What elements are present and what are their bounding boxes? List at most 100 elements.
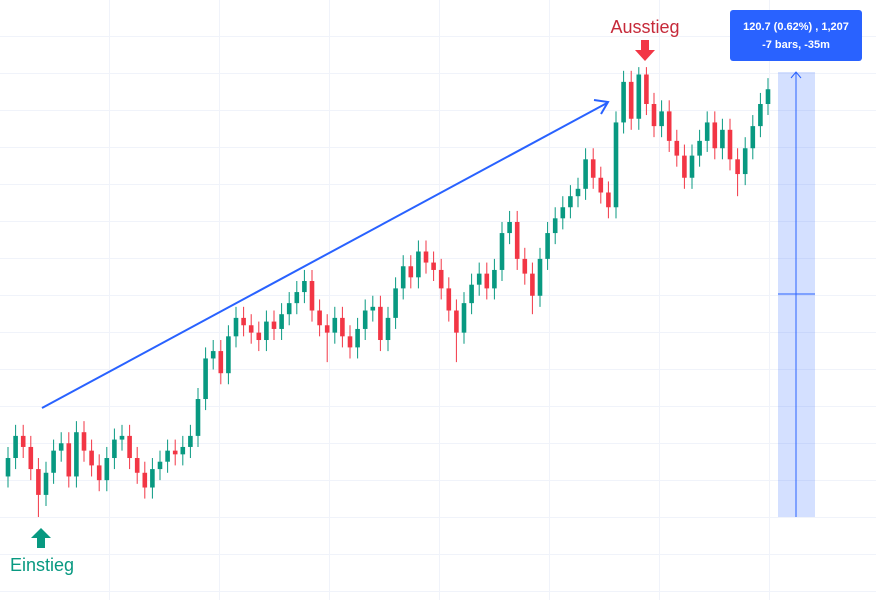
- candle-body: [408, 266, 414, 278]
- candle-body: [514, 222, 520, 259]
- entry-label: Einstieg: [10, 555, 74, 575]
- candle-body: [127, 435, 132, 459]
- candle-body: [659, 111, 664, 127]
- candle-body: [119, 435, 125, 440]
- candle-body: [157, 461, 163, 470]
- measure-arrow: [790, 71, 802, 79]
- candle-body: [400, 266, 406, 289]
- candle-body: [431, 262, 436, 270]
- candle-body: [454, 310, 459, 333]
- candle-body: [720, 129, 725, 149]
- candle-body: [522, 258, 528, 274]
- candle-body: [180, 446, 186, 455]
- candle-body: [621, 81, 626, 123]
- candle-body: [233, 317, 239, 337]
- candle-body: [735, 159, 740, 175]
- candle-body: [742, 148, 748, 175]
- candle-body: [537, 258, 543, 296]
- candle-body: [507, 222, 512, 234]
- candle-body: [628, 81, 634, 119]
- trend-arrow: [41, 102, 608, 409]
- candle-body: [226, 336, 231, 374]
- candle-body: [256, 332, 262, 341]
- candle-body: [248, 325, 254, 333]
- candle-body: [165, 450, 170, 462]
- trend-arrow-head: [593, 99, 610, 115]
- exit-label: Ausstieg: [610, 17, 679, 37]
- candle-body: [264, 321, 269, 341]
- candle-body: [195, 399, 201, 436]
- candle-body: [423, 251, 429, 263]
- candle-body: [712, 122, 718, 149]
- candle-body: [750, 126, 756, 149]
- candle-body: [286, 303, 292, 315]
- candle-body: [606, 192, 611, 208]
- candle-body: [317, 310, 322, 326]
- candle-body: [172, 450, 178, 455]
- candle-body: [689, 155, 695, 178]
- candle-body: [20, 435, 26, 447]
- candle-body: [484, 273, 490, 289]
- candle-body: [36, 469, 41, 495]
- candle-body: [324, 325, 330, 333]
- candle-body: [385, 317, 391, 341]
- candle-body: [560, 207, 566, 219]
- candle-body: [355, 328, 360, 348]
- candle-body: [43, 472, 49, 495]
- candle-body: [134, 458, 140, 473]
- candle-body: [142, 472, 148, 488]
- candle-body: [309, 281, 315, 311]
- candle-body: [302, 281, 307, 293]
- candle-body: [530, 273, 535, 296]
- candle-body: [203, 358, 208, 400]
- candle-body: [58, 443, 64, 451]
- candle-body: [469, 284, 474, 304]
- candle-body: [370, 306, 376, 311]
- candle-body: [568, 196, 573, 208]
- candle-body: [613, 122, 619, 208]
- candle-body: [416, 251, 421, 278]
- entry-arrow: [31, 528, 51, 548]
- measure-text: -7 bars, -35m: [762, 39, 830, 51]
- candle-body: [697, 140, 702, 156]
- candle-body: [492, 269, 497, 289]
- candle-body: [446, 288, 452, 311]
- candle-body: [271, 321, 277, 329]
- candle-body: [104, 458, 110, 481]
- candle-body: [218, 351, 224, 374]
- candles: [5, 67, 771, 518]
- candle-body: [347, 336, 353, 348]
- candle-body: [674, 140, 680, 156]
- candle-body: [758, 103, 763, 127]
- candle-body: [378, 306, 383, 341]
- candle-body: [575, 188, 581, 197]
- measure-tooltip: [730, 10, 862, 61]
- candle-body: [636, 74, 642, 119]
- candle-body: [461, 303, 467, 333]
- candle-body: [340, 317, 345, 337]
- candle-body: [112, 439, 117, 459]
- candle-body: [476, 273, 482, 285]
- candle-body: [583, 159, 588, 189]
- candle-body: [51, 450, 56, 473]
- candle-body: [332, 317, 338, 333]
- candle-body: [666, 111, 672, 141]
- exit-arrow: [635, 40, 655, 61]
- candle-body: [682, 155, 687, 178]
- candle-body: [294, 292, 300, 304]
- candle-body: [438, 269, 444, 289]
- candle-body: [545, 233, 550, 259]
- candle-body: [279, 314, 284, 329]
- candle-body: [590, 159, 596, 178]
- candle-body: [241, 317, 246, 326]
- candle-body: [28, 446, 34, 470]
- candle-body: [150, 469, 155, 488]
- candle-body: [651, 103, 657, 127]
- candle-body: [393, 288, 398, 318]
- candle-body: [13, 435, 18, 459]
- candle-body: [552, 218, 558, 234]
- candle-body: [704, 122, 710, 141]
- candle-body: [5, 458, 11, 477]
